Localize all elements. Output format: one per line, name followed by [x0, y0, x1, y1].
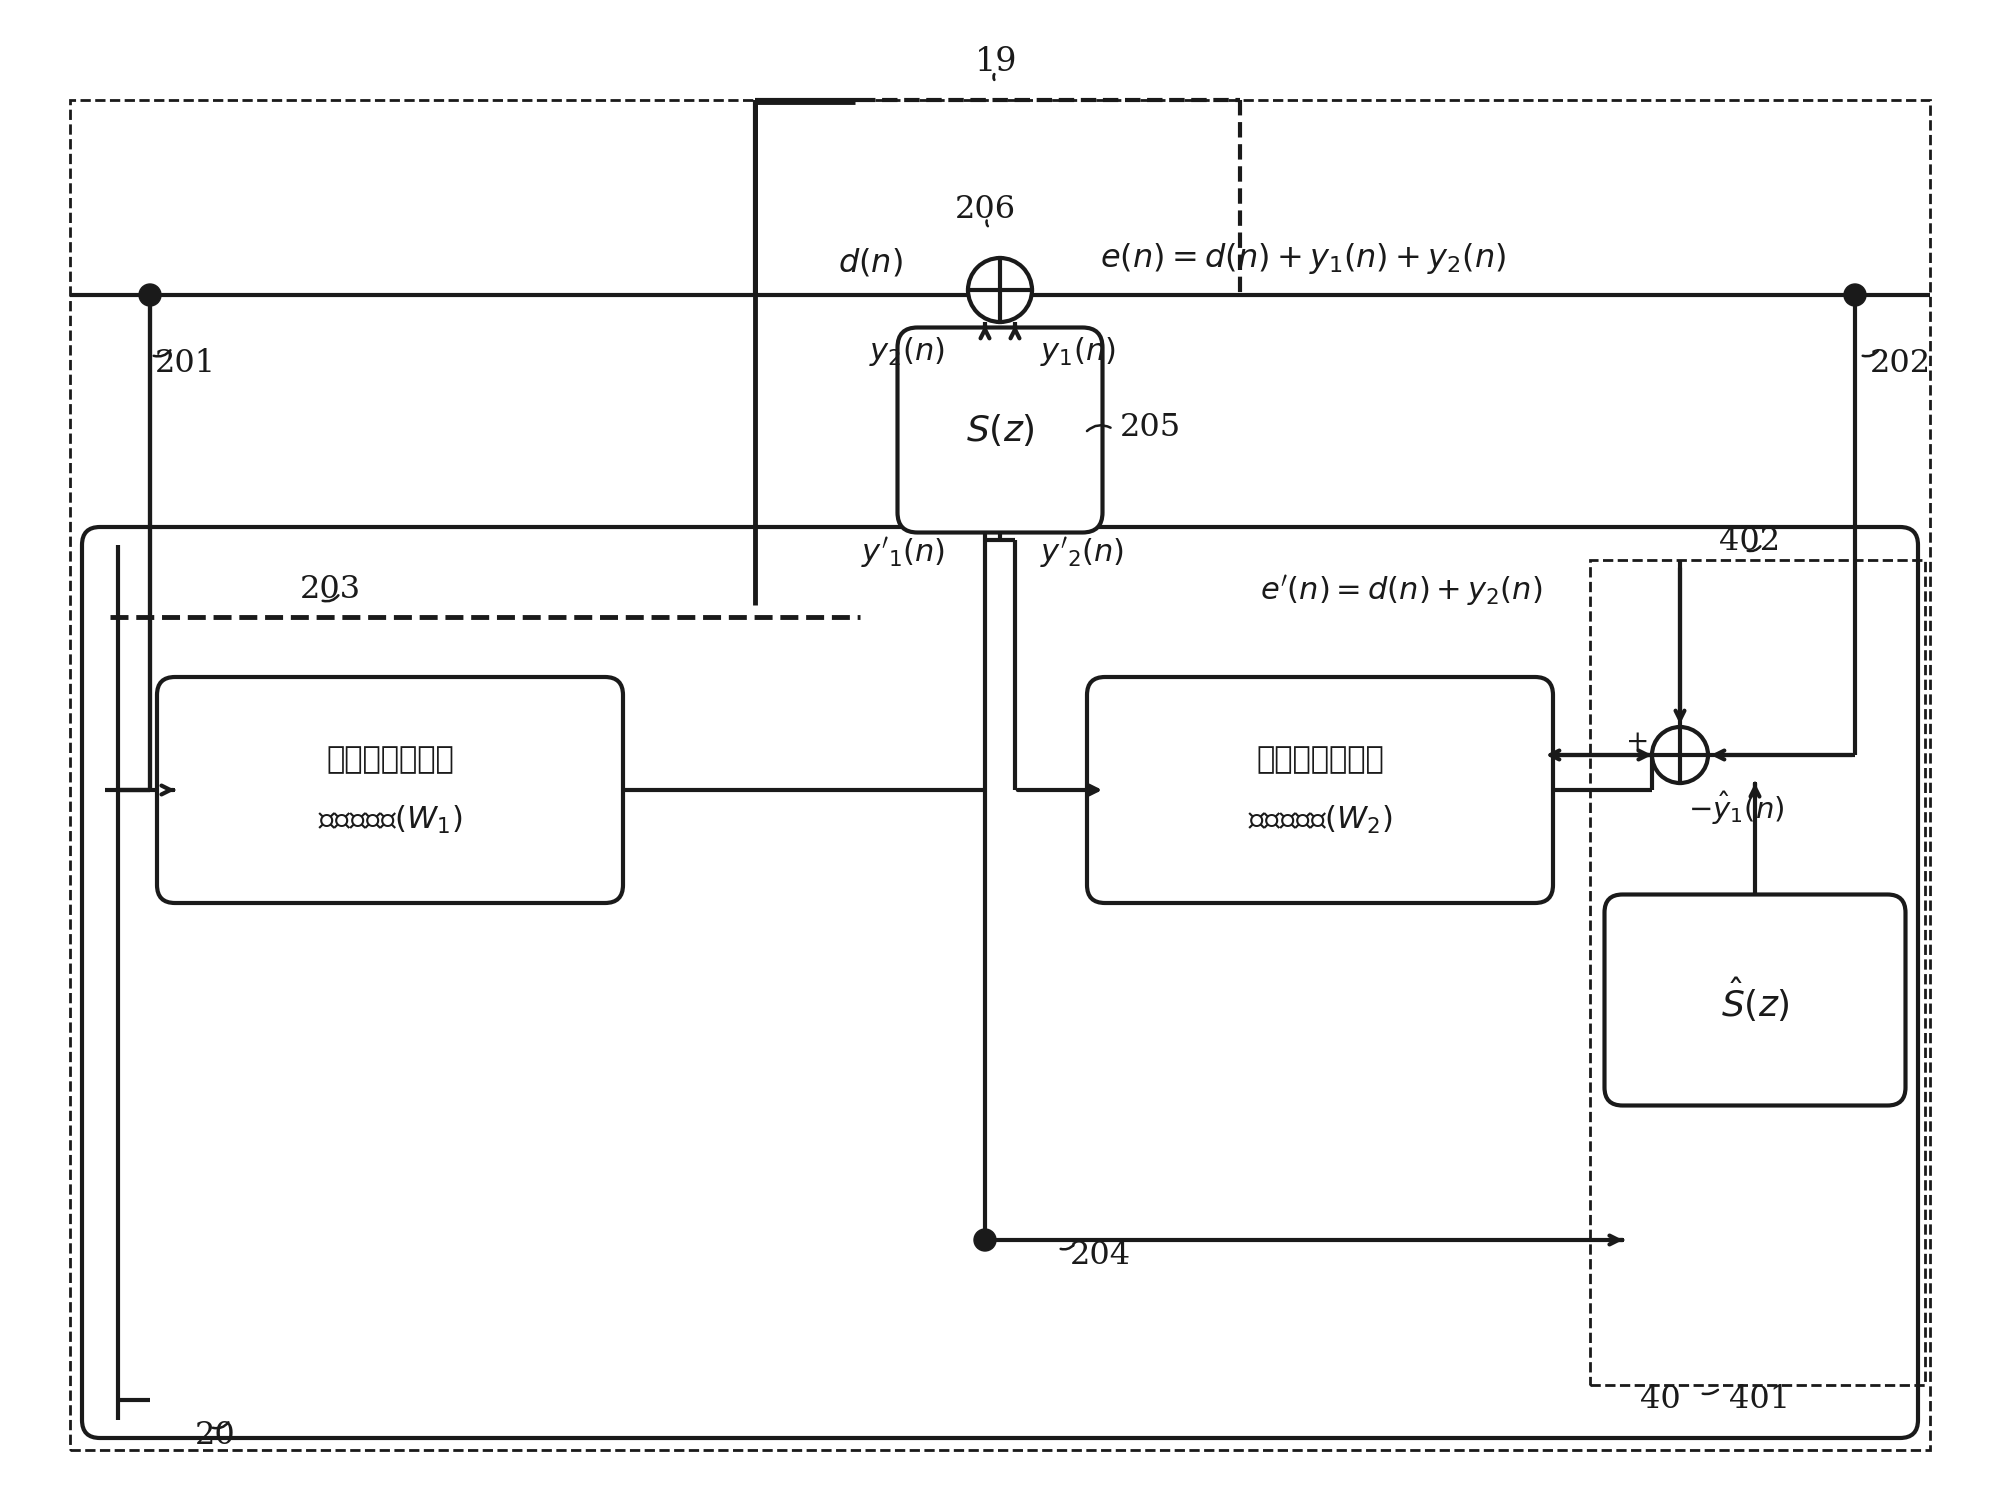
Text: 401: 401 — [1729, 1385, 1791, 1416]
Text: 205: 205 — [1120, 412, 1181, 444]
Circle shape — [1845, 284, 1867, 307]
Text: $-\hat{y}_1(n)$: $-\hat{y}_1(n)$ — [1687, 789, 1785, 826]
Text: 201: 201 — [155, 347, 215, 378]
Text: 202: 202 — [1870, 347, 1930, 378]
Circle shape — [139, 284, 161, 307]
FancyBboxPatch shape — [898, 328, 1102, 533]
Text: 203: 203 — [299, 575, 361, 606]
FancyBboxPatch shape — [157, 677, 623, 902]
Text: $y'_2(n)$: $y'_2(n)$ — [1040, 535, 1123, 569]
Text: 第一主动噪音消: 第一主动噪音消 — [327, 746, 454, 774]
Text: $e(n) = d(n) + y_1(n) + y_2(n)$: $e(n) = d(n) + y_1(n) + y_2(n)$ — [1100, 241, 1506, 275]
Text: 除滤波单元$(W_1)$: 除滤波单元$(W_1)$ — [317, 804, 462, 835]
FancyBboxPatch shape — [1604, 895, 1906, 1105]
Bar — [1590, 560, 1924, 1385]
Text: +: + — [1625, 730, 1649, 756]
Circle shape — [1651, 727, 1707, 783]
FancyBboxPatch shape — [1088, 677, 1554, 902]
FancyBboxPatch shape — [82, 527, 1918, 1438]
Text: $S(z)$: $S(z)$ — [966, 412, 1034, 448]
Text: $d(n)$: $d(n)$ — [837, 246, 902, 278]
Text: 402: 402 — [1719, 527, 1781, 557]
Text: $e'(n) = d(n) + y_2(n)$: $e'(n) = d(n) + y_2(n)$ — [1261, 572, 1542, 608]
Text: $\hat{S}(z)$: $\hat{S}(z)$ — [1721, 975, 1789, 1024]
Text: 40: 40 — [1639, 1385, 1681, 1416]
Text: $y_1(n)$: $y_1(n)$ — [1040, 335, 1116, 368]
Text: $y_2(n)$: $y_2(n)$ — [869, 335, 944, 368]
Text: $y'_1(n)$: $y'_1(n)$ — [861, 535, 944, 569]
Circle shape — [968, 258, 1032, 322]
Circle shape — [974, 1228, 996, 1251]
Text: 204: 204 — [1070, 1239, 1131, 1270]
Text: 除滤波单元$(W_2)$: 除滤波单元$(W_2)$ — [1247, 804, 1392, 835]
Text: 20: 20 — [195, 1419, 235, 1450]
Text: 206: 206 — [954, 195, 1016, 225]
Text: 19: 19 — [974, 46, 1018, 77]
Text: 第二主动噪音消: 第二主动噪音消 — [1257, 746, 1384, 774]
